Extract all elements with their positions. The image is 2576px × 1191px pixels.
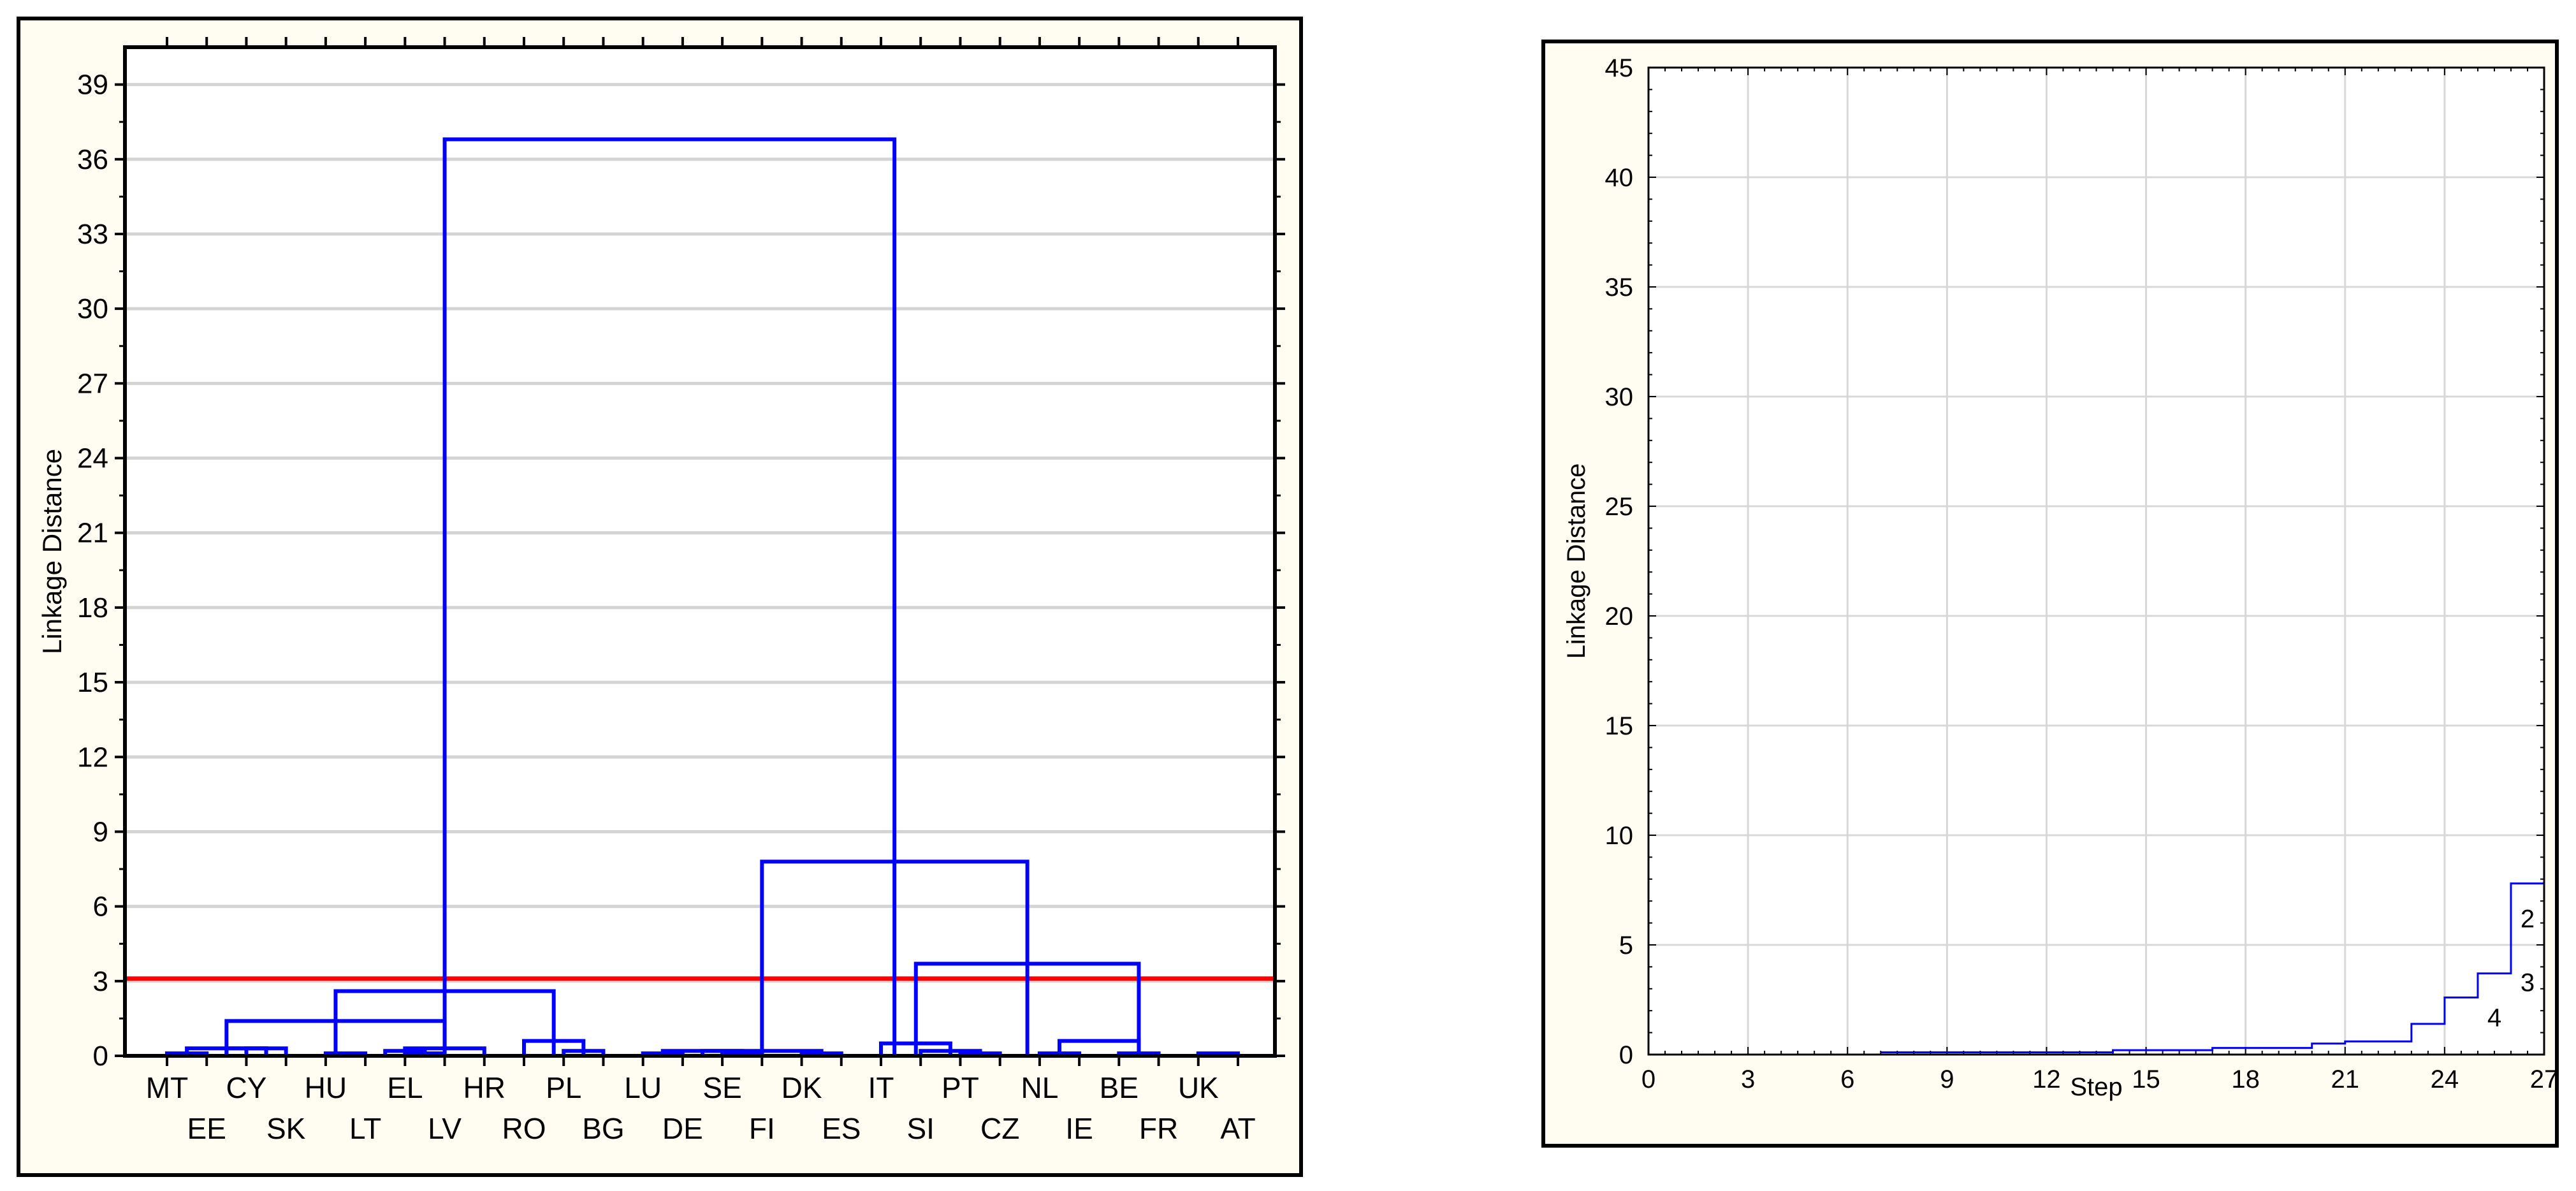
x-tick-label: 6 bbox=[1840, 1065, 1854, 1093]
x-tick-label: 0 bbox=[1641, 1065, 1655, 1093]
y-tick-label: 35 bbox=[1605, 274, 1634, 302]
x-tick-label: EL bbox=[387, 1071, 423, 1104]
x-tick-label: SI bbox=[906, 1112, 934, 1145]
x-tick-label: NL bbox=[1021, 1071, 1058, 1104]
x-tick-label: LT bbox=[349, 1112, 381, 1145]
x-tick-label: 24 bbox=[2431, 1065, 2459, 1093]
y-tick-label: 24 bbox=[77, 443, 108, 474]
x-tick-label: HU bbox=[305, 1071, 347, 1104]
x-tick-label: MT bbox=[146, 1071, 188, 1104]
x-tick-label: BG bbox=[582, 1112, 624, 1145]
y-tick-label: 6 bbox=[93, 891, 108, 923]
y-tick-label: 3 bbox=[93, 966, 108, 997]
x-tick-label: 12 bbox=[2032, 1065, 2061, 1093]
y-tick-label: 0 bbox=[93, 1041, 108, 1072]
y-tick-label: 30 bbox=[77, 293, 108, 325]
dendrogram-chart: 036912151821242730333639MTEECYSKHULTELLV… bbox=[37, 37, 1285, 1145]
x-tick-label: PT bbox=[942, 1071, 979, 1104]
step-annotation: 2 bbox=[2521, 905, 2535, 933]
x-tick-label: EE bbox=[187, 1112, 226, 1145]
x-tick-label: FR bbox=[1139, 1112, 1178, 1145]
y-tick-label: 21 bbox=[77, 518, 108, 549]
y-tick-label: 40 bbox=[1605, 164, 1634, 192]
x-tick-label: UK bbox=[1178, 1071, 1219, 1104]
y-axis-title: Linkage Distance bbox=[37, 449, 67, 654]
x-tick-label: IT bbox=[868, 1071, 894, 1104]
y-tick-label: 25 bbox=[1605, 493, 1634, 521]
x-tick-label: PL bbox=[546, 1071, 581, 1104]
y-tick-label: 12 bbox=[77, 742, 108, 773]
x-tick-label: SE bbox=[702, 1071, 741, 1104]
plot-area bbox=[1648, 68, 2544, 1055]
x-axis-title: Step bbox=[2070, 1073, 2122, 1101]
x-tick-label: BE bbox=[1100, 1071, 1139, 1104]
x-tick-label: LV bbox=[428, 1112, 462, 1145]
x-tick-label: 3 bbox=[1741, 1065, 1755, 1093]
linkage-step-chart: 0 3 6 9 12 15 18 21 24 27051015202530354045234Ste… bbox=[1562, 54, 2558, 1101]
y-tick-label: 30 bbox=[1605, 383, 1634, 411]
y-tick-label: 18 bbox=[77, 592, 108, 624]
plot-frame bbox=[1647, 66, 2545, 1056]
x-tick-label: 9 bbox=[1940, 1065, 1954, 1093]
step-annotation: 4 bbox=[2487, 1004, 2501, 1032]
x-tick-label: IE bbox=[1065, 1112, 1093, 1145]
x-tick-label: FI bbox=[749, 1112, 775, 1145]
y-tick-label: 36 bbox=[77, 144, 108, 175]
y-tick-label: 45 bbox=[1605, 54, 1634, 82]
y-tick-label: 9 bbox=[93, 816, 108, 847]
y-tick-label: 5 bbox=[1619, 932, 1633, 960]
x-tick-label: SK bbox=[266, 1112, 306, 1145]
x-tick-label: LU bbox=[624, 1071, 662, 1104]
y-tick-label: 20 bbox=[1605, 603, 1634, 631]
x-tick-label: DE bbox=[662, 1112, 703, 1145]
x-tick-label: CY bbox=[226, 1071, 266, 1104]
series-line bbox=[1881, 247, 2545, 1054]
plot-area bbox=[125, 47, 1275, 1056]
x-tick-label: ES bbox=[822, 1112, 861, 1145]
y-tick-label: 27 bbox=[77, 368, 108, 399]
step-annotation: 3 bbox=[2521, 968, 2535, 997]
x-tick-label: 15 bbox=[2132, 1065, 2160, 1093]
y-tick-label: 15 bbox=[77, 667, 108, 698]
y-axis-title: Linkage Distance bbox=[1562, 464, 1590, 659]
x-tick-label: HR bbox=[463, 1071, 506, 1104]
plot-frame bbox=[123, 45, 1277, 1058]
dendrogram-link bbox=[442, 137, 897, 1056]
x-tick-label: CZ bbox=[980, 1112, 1019, 1145]
x-tick-label: 27 bbox=[2530, 1065, 2559, 1093]
x-tick-label: RO bbox=[502, 1112, 546, 1145]
y-tick-label: 15 bbox=[1605, 712, 1634, 740]
x-tick-label: AT bbox=[1220, 1112, 1255, 1145]
y-tick-label: 10 bbox=[1605, 822, 1634, 850]
x-tick-label: DK bbox=[782, 1071, 822, 1104]
y-tick-label: 33 bbox=[77, 219, 108, 250]
x-tick-label: 18 bbox=[2231, 1065, 2260, 1093]
y-tick-label: 39 bbox=[77, 69, 108, 101]
x-tick-label: 21 bbox=[2331, 1065, 2360, 1093]
y-tick-label: 0 bbox=[1619, 1041, 1633, 1069]
